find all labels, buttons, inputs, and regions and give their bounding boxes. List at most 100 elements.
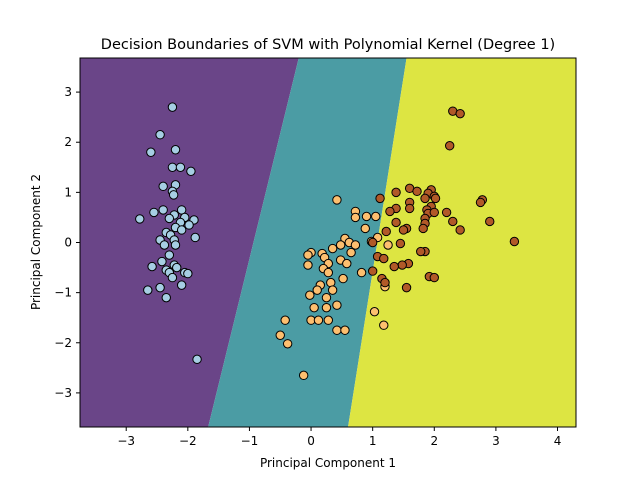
y-axis-label: Principal Component 2 [29,174,43,310]
point-class-0 [159,240,170,250]
y-tick-label: 2 [64,135,72,149]
point-class-0 [167,272,178,283]
point-class-1 [369,306,380,317]
point-class-1 [323,267,334,278]
point-class-0 [167,102,178,112]
y-tick-label: 0 [64,236,72,250]
point-class-0 [157,256,167,267]
point-class-2 [397,260,407,270]
point-class-0 [170,145,181,155]
point-class-1 [342,258,352,269]
point-class-1 [350,240,361,250]
point-class-1 [361,211,372,222]
x-tick-label: −2 [179,434,197,448]
point-class-0 [161,292,171,303]
point-class-2 [375,193,385,204]
point-class-0 [192,354,202,365]
point-class-2 [389,261,399,272]
chart-title: Decision Boundaries of SVM with Polynomi… [101,37,555,53]
point-class-1 [332,325,342,335]
point-class-2 [412,186,422,197]
point-class-1 [303,250,313,260]
x-tick-label: 4 [554,434,562,448]
y-tick-label: 3 [64,85,72,99]
point-class-1 [312,285,322,295]
x-tick-label: 0 [307,434,315,448]
data-points [135,102,520,381]
point-class-1 [379,320,389,330]
region-class-0 [80,58,299,427]
point-class-0 [155,282,165,293]
x-tick-label: −3 [117,434,135,448]
point-class-1 [338,273,348,284]
point-class-2 [404,203,415,214]
point-class-0 [172,262,182,273]
point-class-1 [356,267,367,278]
point-class-2 [455,108,465,119]
point-class-1 [340,325,350,335]
point-class-1 [313,315,324,325]
point-class-2 [429,272,439,283]
point-class-2 [391,217,401,228]
point-class-1 [327,243,338,254]
y-tick-label: −2 [54,336,72,350]
point-class-0 [184,220,194,230]
point-class-2 [416,246,426,257]
point-class-2 [379,253,389,264]
point-class-1 [303,260,313,270]
point-class-2 [391,187,401,198]
point-class-1 [280,315,290,325]
point-class-0 [186,166,196,177]
point-class-2 [455,225,465,235]
x-tick-label: 2 [430,434,438,448]
point-class-0 [170,240,181,250]
point-class-2 [385,206,395,217]
point-class-1 [282,339,293,349]
point-class-2 [509,236,520,247]
point-class-1 [332,300,342,310]
point-class-0 [135,214,145,224]
point-class-2 [430,193,441,204]
point-class-2 [441,207,452,218]
x-tick-label: −1 [241,434,259,448]
decision-regions [80,58,576,427]
point-class-1 [335,240,346,250]
point-class-2 [429,207,439,218]
point-class-0 [147,261,157,272]
point-class-1 [383,240,393,250]
point-class-0 [168,190,179,200]
point-class-2 [418,223,428,234]
point-class-0 [190,232,200,243]
point-class-1 [327,285,338,295]
point-class-0 [164,250,175,260]
point-class-0 [155,130,165,140]
point-class-2 [485,216,495,227]
y-tick-label: −1 [54,286,72,300]
point-class-1 [321,302,332,313]
point-class-1 [350,212,361,223]
point-class-0 [143,285,153,295]
point-class-2 [398,225,409,235]
region-class-1 [208,58,407,427]
point-class-1 [346,247,356,258]
point-class-1 [275,330,285,340]
point-class-2 [475,197,486,208]
point-class-1 [323,315,334,325]
point-class-1 [305,290,315,300]
region-class-2 [348,58,576,427]
point-class-0 [176,225,187,235]
point-class-1 [371,211,381,222]
point-class-2 [395,238,406,249]
point-class-0 [158,205,168,215]
point-class-2 [367,237,378,248]
point-class-0 [183,268,193,279]
x-axis-label: Principal Component 1 [260,456,396,470]
point-class-2 [401,282,412,293]
point-class-2 [367,266,378,276]
point-class-2 [381,226,391,237]
point-class-0 [158,181,168,192]
point-class-1 [321,292,332,303]
point-class-0 [175,162,186,172]
